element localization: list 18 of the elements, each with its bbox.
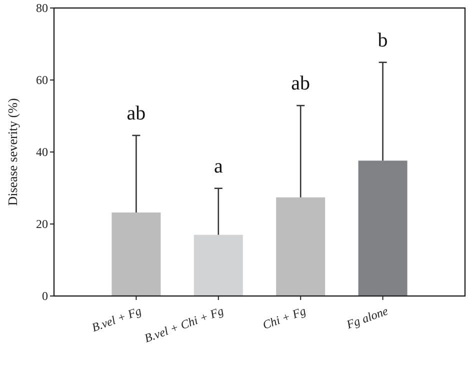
bar bbox=[112, 212, 161, 296]
bar bbox=[194, 234, 243, 296]
x-tick-label: Chi + Fg bbox=[260, 304, 308, 332]
y-tick-label: 40 bbox=[36, 145, 48, 160]
y-axis-title: Disease severity (%) bbox=[5, 98, 20, 206]
y-tick-label: 80 bbox=[36, 1, 48, 16]
x-tick-label: B.vel + Fg bbox=[90, 304, 144, 335]
annotation: b bbox=[378, 29, 388, 52]
x-tick-label: B.vel + Chi + Fg bbox=[142, 304, 226, 346]
bar bbox=[276, 197, 326, 296]
x-tick-label: Fg alone bbox=[344, 303, 390, 332]
bar bbox=[358, 160, 408, 296]
annotation: ab bbox=[291, 72, 310, 95]
annotation: ab bbox=[126, 102, 146, 124]
y-tick-label: 0 bbox=[42, 289, 48, 304]
annotation: a bbox=[214, 155, 223, 178]
y-tick-label: 20 bbox=[36, 217, 48, 232]
y-tick-label: 60 bbox=[36, 73, 48, 88]
